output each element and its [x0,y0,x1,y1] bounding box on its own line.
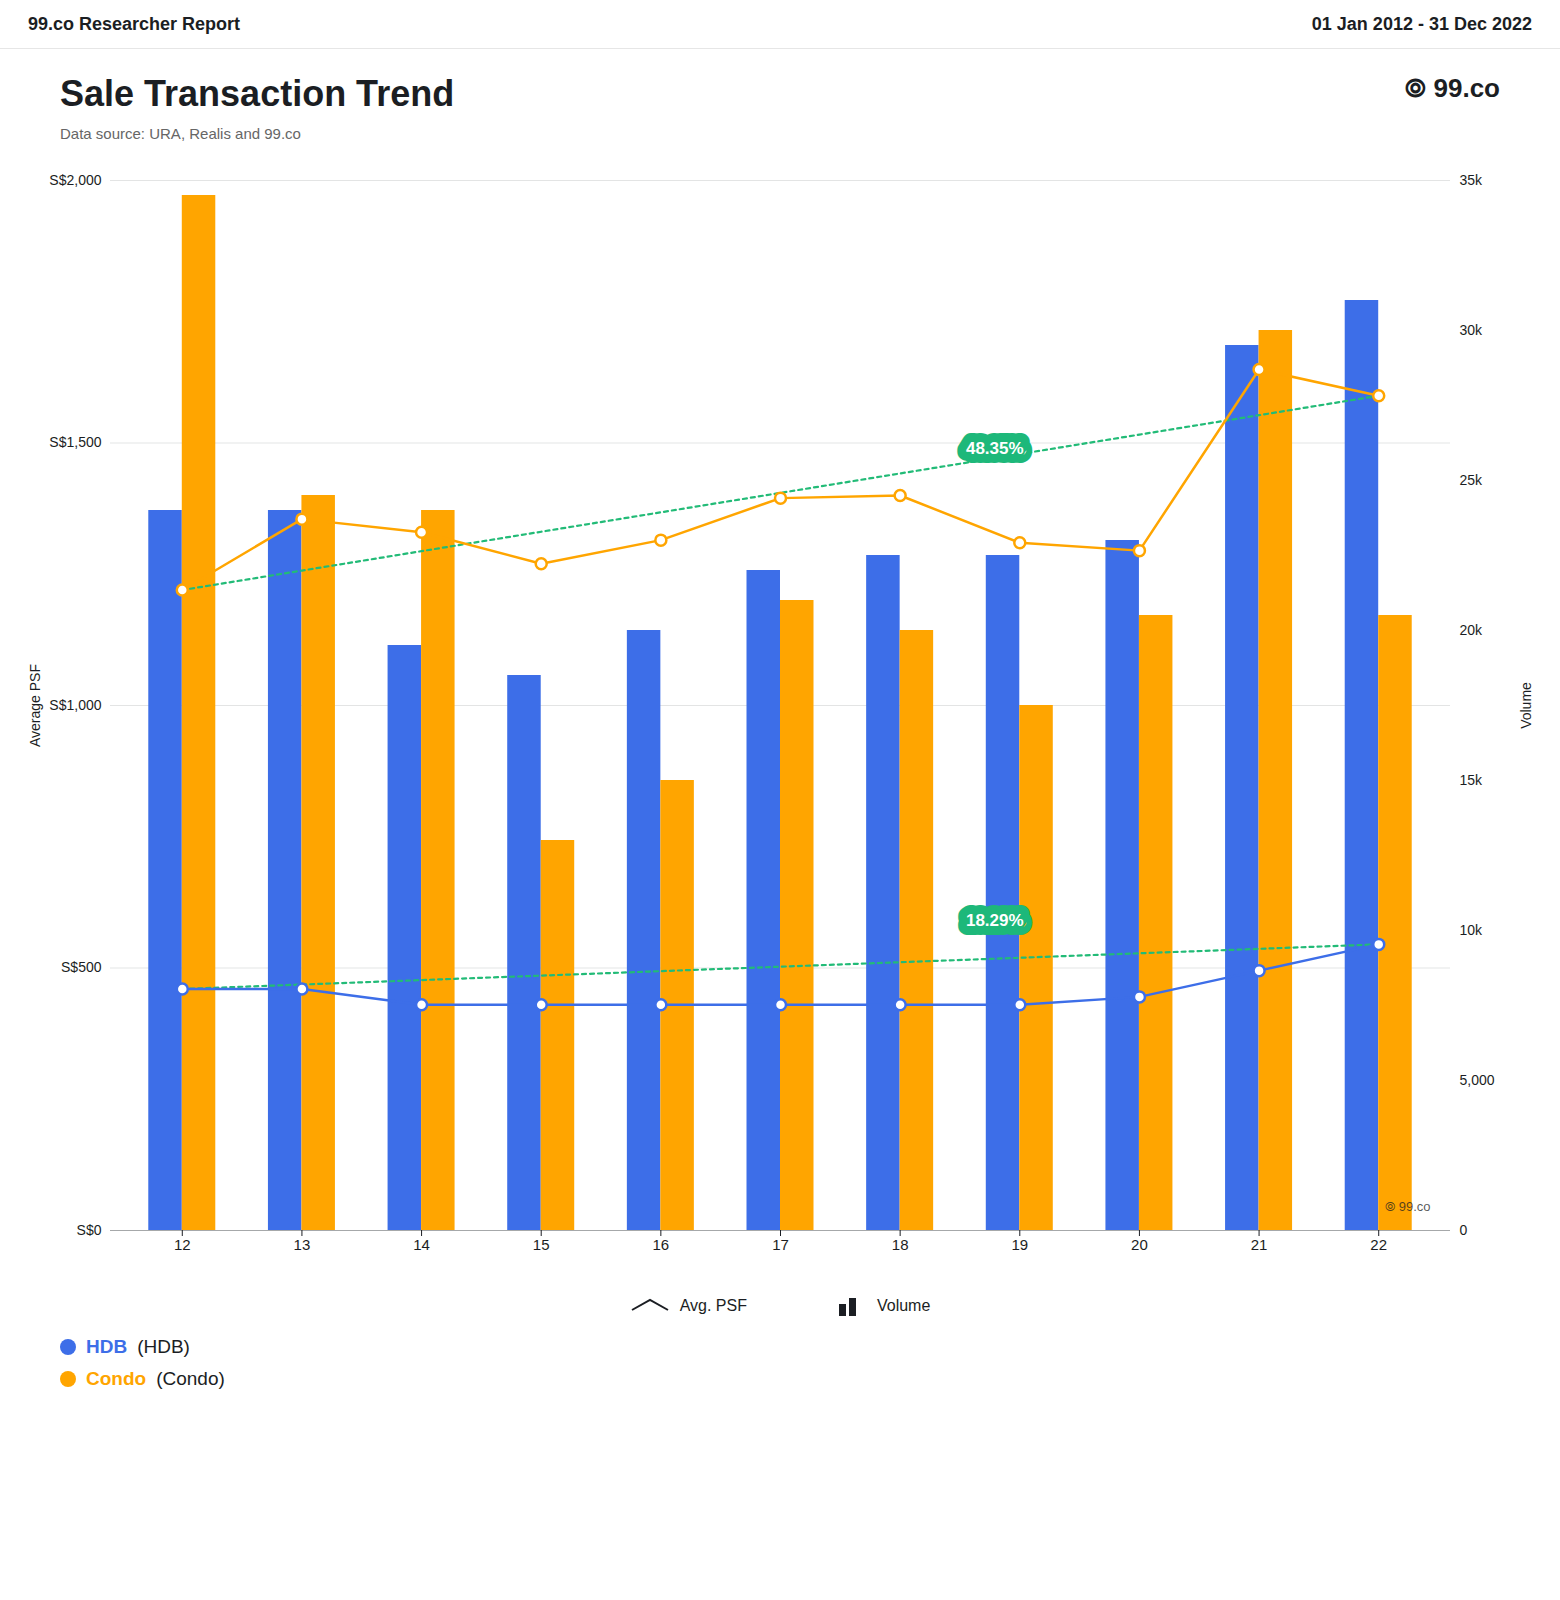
svg-text:21: 21 [1251,1236,1268,1253]
svg-text:15: 15 [533,1236,550,1253]
svg-text:5,000: 5,000 [1460,1072,1495,1088]
svg-text:Average PSF: Average PSF [27,664,43,747]
html-text:Avg. PSF: Avg. PSF [679,1297,747,1314]
html-text:Condo: Condo [86,1368,147,1389]
svg-text:16: 16 [653,1236,670,1253]
svg-text:Volume: Volume [1518,682,1534,729]
svg-text:S$500: S$500 [61,959,102,975]
html-text:(Condo): (Condo) [156,1368,225,1389]
html-text:99.co Researcher Report: 99.co Researcher Report [28,13,241,34]
svg-text:15k: 15k [1460,772,1484,788]
svg-text:13: 13 [294,1236,311,1253]
svg-text:S$0: S$0 [77,1222,102,1238]
html-text:Volume: Volume [877,1297,931,1314]
svg-text:22: 22 [1370,1236,1387,1253]
svg-text:0: 0 [1460,1222,1468,1238]
html-text:⦾ 99.co: ⦾ 99.co [1405,73,1500,103]
svg-text:35k: 35k [1460,172,1484,188]
svg-text:14: 14 [413,1236,430,1253]
html-text:Sale Transaction Trend: Sale Transaction Trend [60,73,455,114]
svg-text:20k: 20k [1460,622,1484,638]
svg-text:12: 12 [174,1236,191,1253]
svg-text:10k: 10k [1460,922,1484,938]
svg-text:30k: 30k [1460,322,1484,338]
svg-text:25k: 25k [1460,472,1484,488]
svg-text:S$1,000: S$1,000 [49,697,101,713]
svg-text:18: 18 [892,1236,909,1253]
html-text:HDB: HDB [86,1336,128,1357]
svg-text:48.35%: 48.35% [966,439,1024,458]
svg-text:S$1,500: S$1,500 [49,434,101,450]
svg-text:⦾ 99.co: ⦾ 99.co [1385,1199,1430,1214]
svg-text:S$2,000: S$2,000 [49,172,101,188]
html-text:Data source: URA, Realis and 9: Data source: URA, Realis and 99.co [60,125,301,142]
svg-text:18.29%: 18.29% [966,911,1024,930]
html-text:(HDB): (HDB) [137,1336,190,1357]
svg-text:20: 20 [1131,1236,1148,1253]
svg-text:17: 17 [772,1236,789,1253]
svg-text:19: 19 [1011,1236,1028,1253]
html-text:01 Jan 2012 - 31 Dec 2022: 01 Jan 2012 - 31 Dec 2022 [1311,13,1532,34]
